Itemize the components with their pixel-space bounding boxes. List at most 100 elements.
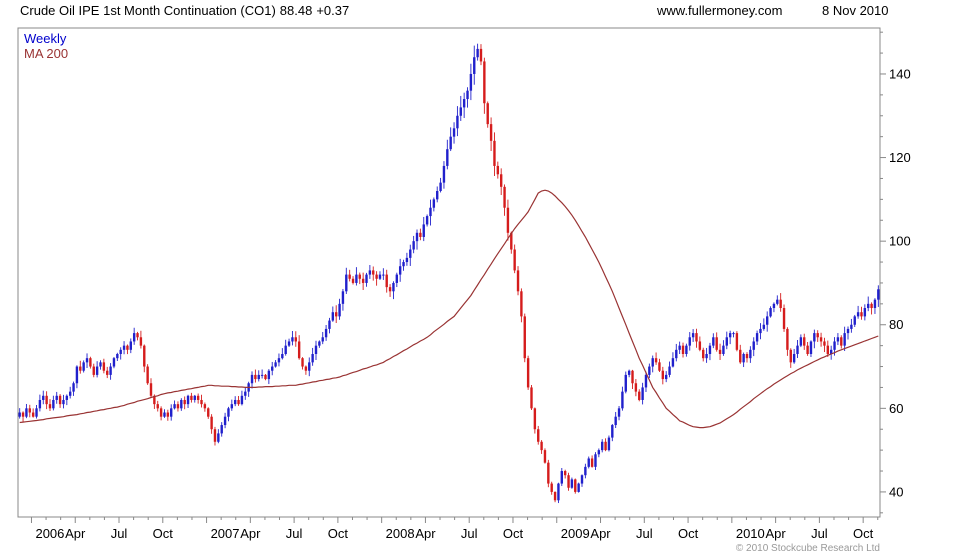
candle-body: [42, 395, 45, 400]
candle-body: [867, 303, 870, 309]
candle-body: [789, 349, 792, 363]
candle-body: [217, 433, 220, 442]
candle-body: [149, 383, 153, 396]
candle-body: [193, 395, 196, 400]
candle-body: [429, 207, 432, 217]
candle-body: [324, 328, 328, 338]
candle-body: [21, 412, 25, 417]
candle-body: [250, 374, 254, 384]
candle-body: [156, 404, 159, 409]
candle-body: [284, 345, 287, 354]
candle-body: [85, 358, 89, 363]
candle-body: [348, 274, 351, 279]
candle-body: [870, 303, 873, 309]
candle-body: [658, 362, 661, 371]
candle-body: [567, 475, 570, 488]
legend-ma: MA 200: [24, 46, 69, 61]
candle-body: [846, 328, 850, 334]
candle-body: [196, 395, 200, 400]
candle-body: [755, 333, 759, 342]
candle-body: [223, 416, 227, 426]
candle-body: [281, 354, 284, 359]
candle-body: [617, 408, 621, 417]
candle-body: [79, 366, 82, 371]
candle-body: [469, 73, 473, 91]
candle-body: [563, 471, 567, 476]
candle-body: [436, 191, 439, 200]
candle-body: [577, 483, 580, 492]
candle-body: [159, 408, 163, 417]
candle-body: [392, 282, 395, 292]
candle-body: [803, 337, 806, 346]
price-change: +0.37: [316, 3, 350, 18]
chart-legend: Weekly MA 200: [24, 31, 68, 61]
candle-body: [779, 299, 782, 309]
candle-body: [68, 391, 72, 396]
candle-body: [499, 174, 503, 187]
candle-body: [398, 266, 402, 275]
candle-body: [853, 316, 856, 325]
candle-body: [409, 249, 412, 258]
candle-body: [388, 287, 392, 292]
candle-body: [621, 391, 624, 409]
candle-body: [449, 136, 452, 150]
candle-body: [809, 341, 813, 354]
candle-body: [681, 345, 685, 354]
candle-body: [627, 370, 631, 375]
x-tick-label: Jul: [461, 526, 478, 541]
candle-body: [213, 429, 217, 442]
candle-body: [776, 299, 779, 304]
candle-body: [402, 262, 405, 267]
candle-body: [122, 345, 126, 350]
x-tick-label: 2009: [561, 526, 590, 541]
candle-body: [254, 374, 257, 380]
candle-body: [520, 291, 523, 317]
x-tick-label: Oct: [678, 526, 699, 541]
candle-body: [129, 341, 133, 350]
candle-body: [419, 232, 422, 237]
candle-body: [244, 391, 247, 396]
candle-body: [786, 328, 789, 350]
candle-body: [237, 399, 240, 405]
candle-body: [759, 328, 762, 334]
candle-body: [304, 366, 308, 371]
candle-body: [139, 337, 143, 346]
y-tick-label: 140: [889, 66, 911, 81]
candle-body: [109, 366, 112, 375]
candle-body: [850, 324, 853, 329]
candle-body: [702, 349, 705, 359]
candle-body: [452, 128, 456, 137]
candle-body: [355, 274, 358, 283]
candlestick-series: [18, 43, 880, 504]
candle-body: [186, 395, 190, 405]
candle-body: [523, 316, 526, 359]
candle-body: [58, 395, 62, 405]
candle-body: [358, 274, 361, 279]
candle-body: [513, 249, 516, 271]
candle-body: [415, 232, 419, 242]
candle-body: [405, 257, 409, 263]
candle-body: [297, 341, 301, 359]
candle-body: [530, 387, 533, 409]
candle-body: [533, 408, 537, 430]
candle-body: [739, 349, 742, 363]
candle-body: [462, 99, 466, 108]
copyright-notice: © 2010 Stockcube Research Ltd: [735, 543, 880, 554]
candle-body: [553, 491, 557, 501]
candle-body: [311, 354, 314, 363]
candle-body: [624, 374, 627, 392]
candle-body: [365, 274, 368, 283]
candle-body: [321, 337, 324, 342]
plot-frame: [17, 27, 881, 518]
candle-body: [691, 333, 695, 338]
candle-body: [328, 320, 331, 329]
candle-body: [473, 57, 476, 74]
candle-body: [735, 333, 739, 350]
x-tick-label: Oct: [853, 526, 874, 541]
website-link[interactable]: www.fullermoney.com: [657, 3, 783, 18]
candle-body: [607, 437, 611, 451]
candle-body: [856, 312, 860, 317]
candle-body: [752, 341, 755, 350]
candle-body: [287, 341, 291, 346]
candle-body: [89, 358, 92, 367]
